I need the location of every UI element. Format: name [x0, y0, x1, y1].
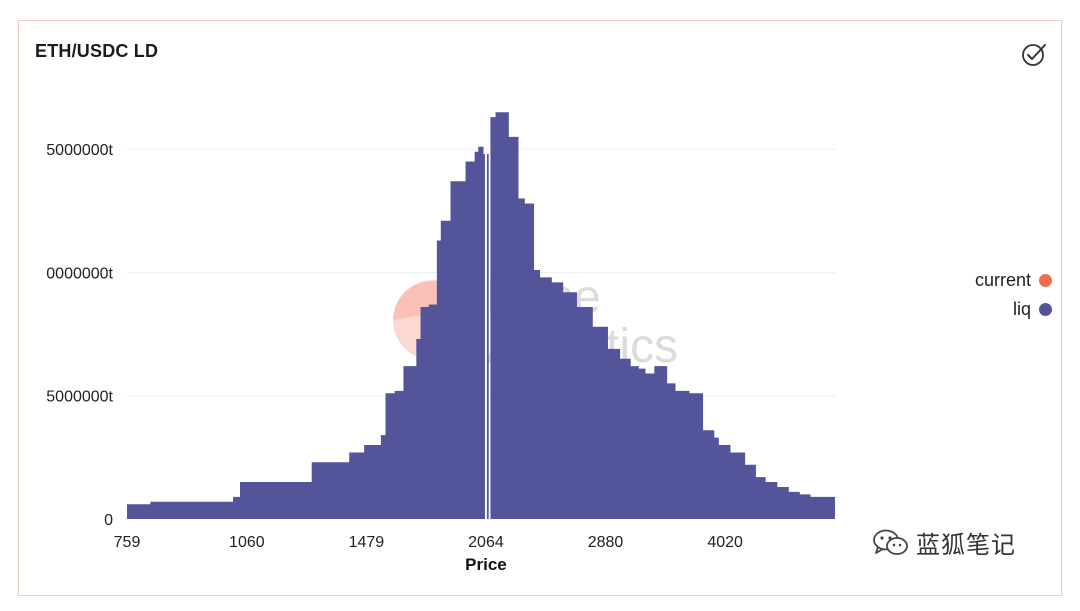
- liq-area: [127, 112, 835, 520]
- x-tick-label: 1479: [349, 534, 385, 551]
- x-tick-label: 1060: [229, 534, 265, 551]
- y-axis-ticks: 0 5000000t 0000000t 5000000t: [46, 142, 113, 529]
- x-tick-label: 4020: [707, 534, 743, 551]
- wechat-icon: [873, 529, 908, 555]
- y-tick-label: 0000000t: [46, 265, 113, 282]
- chart-title: ETH/USDC LD: [35, 41, 159, 61]
- legend: current liq: [975, 266, 1052, 324]
- legend-label-liq: liq: [1012, 299, 1031, 319]
- y-tick-label: 5000000t: [46, 389, 113, 406]
- x-axis-title: Price: [465, 555, 507, 574]
- y-tick-label: 5000000t: [46, 142, 113, 159]
- x-tick-label: 759: [114, 534, 141, 551]
- wechat-account-name: 蓝狐笔记: [916, 531, 1016, 559]
- legend-dot-liq: [1039, 303, 1052, 316]
- wechat-watermark: 蓝狐笔记: [872, 525, 1016, 560]
- y-tick-label: 0: [104, 512, 113, 529]
- legend-label-current: current: [974, 270, 1031, 290]
- legend-item-liq[interactable]: liq: [975, 295, 1052, 324]
- x-axis-ticks: 759 1060 1479 2064 2880 4020: [114, 534, 743, 551]
- x-tick-label: 2064: [468, 534, 504, 551]
- liq-area-path: [127, 112, 835, 520]
- legend-dot-current: [1039, 274, 1052, 287]
- x-tick-label: 2880: [588, 534, 624, 551]
- legend-item-current[interactable]: current: [975, 266, 1052, 295]
- check-circle-icon[interactable]: [1021, 41, 1047, 67]
